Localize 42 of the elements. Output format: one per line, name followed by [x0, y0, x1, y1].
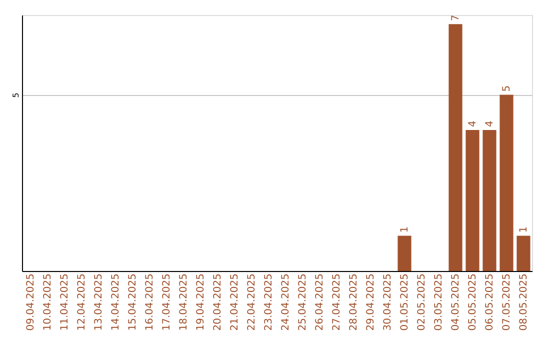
x-tick-label: 12.04.2025 [76, 274, 88, 331]
x-tick-label: 25.04.2025 [298, 274, 308, 331]
x-tick-label: 23.04.2025 [264, 274, 274, 331]
data-label: 7 [450, 14, 462, 22]
x-tick-label: 02.05.2025 [416, 274, 428, 331]
x-tick-label: 08.05.2025 [518, 274, 530, 331]
x-tick-label: 07.05.2025 [502, 274, 512, 331]
x-tick-label: 03.05.2025 [434, 274, 444, 331]
x-tick-label: 30.04.2025 [382, 274, 394, 331]
x-tick-label: 24.04.2025 [280, 274, 292, 331]
bar [398, 236, 412, 271]
x-tick-label: 26.04.2025 [314, 274, 326, 331]
x-tick-label: 29.04.2025 [366, 274, 376, 331]
x-tick-label: 17.04.2025 [162, 274, 172, 331]
data-label: 4 [484, 120, 496, 127]
x-tick-label: 27.04.2025 [332, 274, 342, 331]
bar [516, 236, 530, 271]
x-tick-label: 19.04.2025 [196, 274, 206, 331]
bar [500, 94, 514, 271]
x-tick-label: 20.04.2025 [212, 274, 224, 331]
x-tick-label: 11.04.2025 [60, 274, 70, 331]
x-tick-label: 13.04.2025 [94, 274, 104, 331]
x-tick-label: 09.04.2025 [26, 274, 36, 331]
x-tick-label: 22.04.2025 [246, 274, 258, 331]
bar [448, 24, 462, 271]
data-label: 4 [468, 120, 478, 127]
bar [482, 130, 496, 271]
bar [466, 130, 480, 271]
x-tick-label: 28.04.2025 [348, 274, 360, 331]
x-tick-label: 10.04.2025 [42, 274, 54, 331]
x-tick-label: 14.04.2025 [110, 274, 122, 331]
data-label: 5 [502, 85, 512, 92]
x-tick-label: 05.05.2025 [468, 274, 478, 331]
x-tick-label: 01.05.2025 [400, 274, 410, 331]
x-tick-label: 06.05.2025 [484, 274, 496, 331]
data-label: 1 [400, 226, 410, 233]
x-tick-label: 18.04.2025 [178, 274, 190, 331]
x-tick-label: 04.05.2025 [450, 274, 462, 331]
x-tick-label: 21.04.2025 [230, 274, 240, 331]
x-tick-label: 16.04.2025 [144, 274, 156, 331]
x-tick-label: 15.04.2025 [128, 274, 138, 331]
data-label: 1 [518, 226, 530, 233]
